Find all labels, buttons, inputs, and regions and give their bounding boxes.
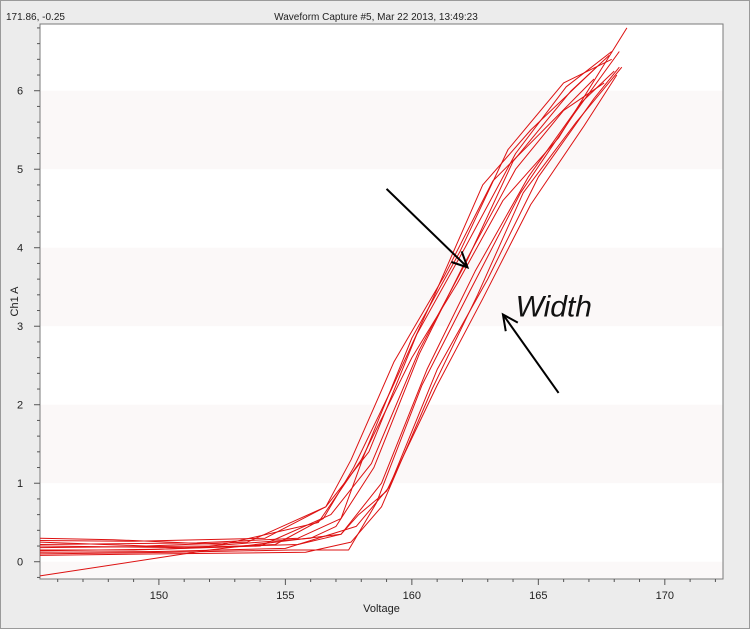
y-tick-label: 5 (17, 164, 23, 176)
annotation-arrowhead-2 (501, 312, 519, 332)
grid-band (40, 326, 723, 405)
y-tick-label: 6 (17, 86, 23, 98)
waveform-trace-10 (39, 74, 618, 577)
y-axis-ticks: 0 1 2 3 4 5 6 (17, 27, 40, 578)
waveform-trace-11 (39, 66, 597, 552)
grid-band (40, 24, 723, 91)
x-axis-label: Voltage (363, 603, 400, 615)
waveform-trace-5 (39, 51, 620, 555)
x-tick-label: 170 (656, 590, 674, 602)
waveform-trace-1 (39, 66, 620, 553)
x-axis-ticks: 150 155 160 165 170 (57, 579, 716, 602)
annotation-arrow-2 (502, 313, 560, 394)
y-tick-label: 0 (17, 557, 23, 569)
annotation-arrowhead-1 (451, 251, 470, 269)
waveform-trace-6 (39, 82, 605, 549)
x-tick-label: 160 (403, 590, 421, 602)
cursor-coordinate-readout: 171.86, -0.25 (6, 12, 65, 23)
y-tick-label: 4 (17, 243, 23, 255)
x-tick-label: 165 (529, 590, 547, 602)
y-tick-label: 1 (17, 478, 23, 490)
annotation-arrow-1 (385, 188, 469, 269)
plot-area-border (39, 23, 724, 580)
y-axis-label: Ch1 A (9, 286, 21, 317)
width-annotation-label: Width (516, 291, 592, 324)
grid-band (40, 169, 723, 248)
grid-bands (40, 24, 723, 579)
waveform-trace-12 (39, 78, 595, 542)
y-tick-label: 3 (17, 321, 23, 333)
x-tick-label: 150 (150, 590, 168, 602)
annotation-group: Width (385, 188, 592, 394)
y-tick-label: 2 (17, 400, 23, 412)
chart-title: Waveform Capture #5, Mar 22 2013, 13:49:… (274, 12, 478, 23)
x-tick-label: 155 (276, 590, 294, 602)
series-group (39, 27, 628, 577)
